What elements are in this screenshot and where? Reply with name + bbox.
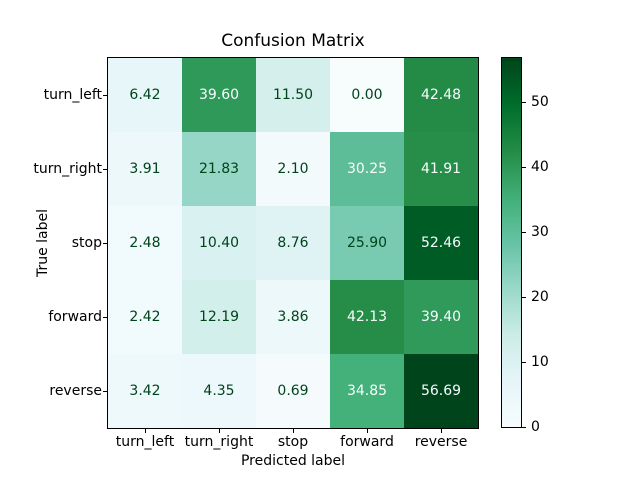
x-tick-mark xyxy=(219,429,220,433)
colorbar-tick-label-40: 40 xyxy=(531,158,549,175)
matrix-cell-forward-turn_left: 2.42 xyxy=(108,280,182,354)
y-tick-label-reverse: reverse xyxy=(49,383,102,399)
colorbar-tick-mark xyxy=(522,101,526,103)
cell-value: 41.91 xyxy=(420,161,462,177)
colorbar-tick-label-10: 10 xyxy=(531,353,549,370)
cell-value: 3.91 xyxy=(129,161,161,177)
cell-value: 39.40 xyxy=(420,309,462,325)
y-tick-mark xyxy=(103,169,107,170)
y-tick-mark xyxy=(103,243,107,244)
matrix-cell-stop-reverse: 52.46 xyxy=(404,206,478,280)
x-tick-label-reverse: reverse xyxy=(414,434,468,450)
matrix-cell-forward-forward: 42.13 xyxy=(330,280,404,354)
y-tick-label-turn_right: turn_right xyxy=(33,161,102,177)
cell-value: 0.00 xyxy=(351,87,383,103)
matrix-cell-turn_left-reverse: 42.48 xyxy=(404,58,478,132)
colorbar xyxy=(501,57,522,428)
matrix-cell-stop-turn_right: 10.40 xyxy=(182,206,256,280)
y-tick-mark xyxy=(103,95,107,96)
x-tick-label-turn_left: turn_left xyxy=(115,434,175,450)
x-tick-mark xyxy=(441,429,442,433)
matrix-cell-forward-reverse: 39.40 xyxy=(404,280,478,354)
matrix-cell-turn_right-reverse: 41.91 xyxy=(404,132,478,206)
matrix-cell-forward-stop: 3.86 xyxy=(256,280,330,354)
x-tick-mark xyxy=(145,429,146,433)
colorbar-tick-label-50: 50 xyxy=(531,93,549,110)
heatmap-grid: 6.42 39.60 11.50 0.00 42.48 3.91 21.83 2.10 30.2… xyxy=(107,57,479,429)
cell-value: 12.19 xyxy=(198,309,240,325)
cell-value: 42.48 xyxy=(420,87,462,103)
x-tick-mark xyxy=(367,429,368,433)
cell-value: 2.48 xyxy=(129,235,161,251)
cell-value: 11.50 xyxy=(272,87,314,103)
cell-value: 56.69 xyxy=(420,383,462,399)
colorbar-tick-mark xyxy=(522,361,526,363)
y-tick-mark xyxy=(103,391,107,392)
chart-title: Confusion Matrix xyxy=(221,31,365,51)
cell-value: 39.60 xyxy=(198,87,240,103)
cell-value: 3.42 xyxy=(129,383,161,399)
y-tick-label-turn_left: turn_left xyxy=(43,87,102,103)
cell-value: 42.13 xyxy=(346,309,388,325)
matrix-cell-reverse-turn_right: 4.35 xyxy=(182,354,256,428)
x-tick-mark xyxy=(293,429,294,433)
cell-value: 0.69 xyxy=(277,383,309,399)
cell-value: 8.76 xyxy=(277,235,309,251)
matrix-cell-reverse-reverse: 56.69 xyxy=(404,354,478,428)
y-tick-label-stop: stop xyxy=(71,235,102,251)
y-tick-mark xyxy=(103,317,107,318)
cell-value: 10.40 xyxy=(198,235,240,251)
x-tick-label-turn_right: turn_right xyxy=(184,434,254,450)
cell-value: 4.35 xyxy=(203,383,235,399)
matrix-cell-turn_right-stop: 2.10 xyxy=(256,132,330,206)
cell-value: 25.90 xyxy=(346,235,388,251)
y-axis-label: True label xyxy=(35,208,51,278)
matrix-cell-stop-forward: 25.90 xyxy=(330,206,404,280)
matrix-cell-turn_left-turn_left: 6.42 xyxy=(108,58,182,132)
matrix-cell-turn_left-stop: 11.50 xyxy=(256,58,330,132)
matrix-cell-turn_left-turn_right: 39.60 xyxy=(182,58,256,132)
matrix-cell-reverse-turn_left: 3.42 xyxy=(108,354,182,428)
colorbar-tick-label-20: 20 xyxy=(531,288,549,305)
matrix-cell-stop-stop: 8.76 xyxy=(256,206,330,280)
colorbar-tick-label-0: 0 xyxy=(531,419,540,435)
cell-value: 34.85 xyxy=(346,383,388,399)
cell-value: 52.46 xyxy=(420,235,462,251)
matrix-cell-reverse-stop: 0.69 xyxy=(256,354,330,428)
cell-value: 6.42 xyxy=(129,87,161,103)
matrix-cell-forward-turn_right: 12.19 xyxy=(182,280,256,354)
colorbar-tick-mark xyxy=(522,427,526,428)
x-axis-label: Predicted label xyxy=(240,453,346,469)
cell-value: 3.86 xyxy=(277,309,309,325)
x-tick-label-forward: forward xyxy=(340,434,394,450)
cell-value: 2.10 xyxy=(277,161,309,177)
x-tick-label-stop: stop xyxy=(277,434,309,450)
cell-value: 2.42 xyxy=(129,309,161,325)
matrix-cell-reverse-forward: 34.85 xyxy=(330,354,404,428)
matrix-cell-turn_right-forward: 30.25 xyxy=(330,132,404,206)
matrix-cell-turn_right-turn_left: 3.91 xyxy=(108,132,182,206)
cell-value: 21.83 xyxy=(198,161,240,177)
cell-value: 30.25 xyxy=(346,161,388,177)
matrix-cell-turn_right-turn_right: 21.83 xyxy=(182,132,256,206)
colorbar-tick-label-30: 30 xyxy=(531,223,549,240)
colorbar-tick-mark xyxy=(522,231,526,233)
colorbar-tick-mark xyxy=(522,296,526,298)
matrix-cell-stop-turn_left: 2.48 xyxy=(108,206,182,280)
colorbar-tick-mark xyxy=(522,166,526,168)
y-tick-label-forward: forward xyxy=(48,309,102,325)
matrix-cell-turn_left-forward: 0.00 xyxy=(330,58,404,132)
